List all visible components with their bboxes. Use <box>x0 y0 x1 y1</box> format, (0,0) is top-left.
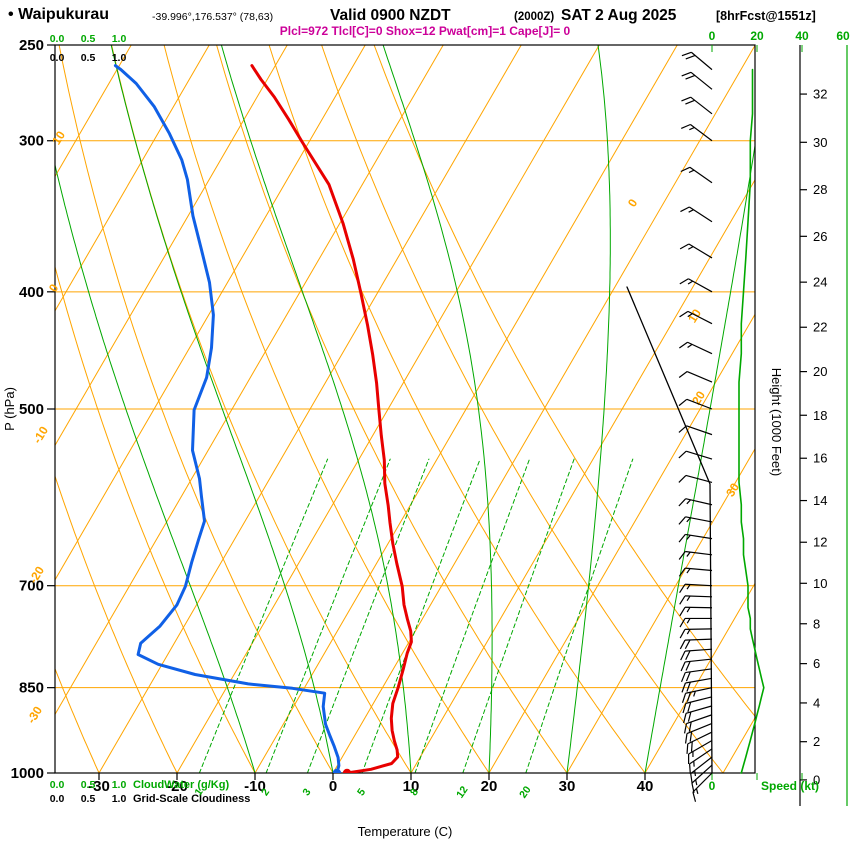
svg-text:22: 22 <box>813 320 827 335</box>
svg-text:400: 400 <box>19 284 44 301</box>
svg-text:2: 2 <box>813 734 820 749</box>
svg-text:P (hPa): P (hPa) <box>2 387 17 431</box>
svg-text:0.0: 0.0 <box>50 793 65 805</box>
svg-text:20: 20 <box>517 784 534 801</box>
svg-text:0: 0 <box>329 778 337 795</box>
temperature-curve <box>252 66 412 773</box>
svg-text:1.0: 1.0 <box>112 33 127 45</box>
svg-text:CloudWater (g/Kg): CloudWater (g/Kg) <box>133 779 229 791</box>
svg-text:20: 20 <box>813 364 827 379</box>
svg-text:-10: -10 <box>30 424 51 446</box>
svg-text:28: 28 <box>813 182 827 197</box>
svg-text:Temperature (C): Temperature (C) <box>358 824 453 839</box>
svg-text:32: 32 <box>813 87 827 102</box>
svg-text:250: 250 <box>19 37 44 54</box>
svg-text:0: 0 <box>625 196 641 209</box>
svg-text:0.0: 0.0 <box>50 33 65 45</box>
svg-text:40: 40 <box>637 778 654 795</box>
svg-text:5: 5 <box>355 786 368 798</box>
svg-text:10: 10 <box>49 128 68 147</box>
svg-text:18: 18 <box>813 408 827 423</box>
svg-text:14: 14 <box>813 493 827 508</box>
svg-text:0: 0 <box>709 779 716 793</box>
svg-text:300: 300 <box>19 133 44 150</box>
svg-text:10: 10 <box>685 306 704 325</box>
sounding-curves <box>115 66 411 778</box>
svg-text:24: 24 <box>813 275 827 290</box>
cloudwater-scale: 0.0 0.0 0.0 0.0 0.5 0.5 0.5 0.5 1.0 1.0 1.0 1.0 Clou… <box>50 33 251 805</box>
svg-text:10: 10 <box>813 576 827 591</box>
svg-text:0.5: 0.5 <box>81 793 96 805</box>
svg-text:12: 12 <box>813 535 827 550</box>
background-grid <box>0 45 850 773</box>
svg-text:20: 20 <box>481 778 498 795</box>
svg-text:1000: 1000 <box>11 765 44 782</box>
svg-text:0: 0 <box>709 29 716 43</box>
svg-text:40: 40 <box>795 29 809 43</box>
svg-text:26: 26 <box>813 229 827 244</box>
svg-text:30: 30 <box>559 778 576 795</box>
svg-text:-30: -30 <box>24 704 45 726</box>
svg-text:4: 4 <box>813 695 820 710</box>
svg-text:12: 12 <box>454 784 471 801</box>
svg-text:1.0: 1.0 <box>112 779 127 791</box>
svg-text:16: 16 <box>813 451 827 466</box>
svg-text:30: 30 <box>813 135 827 150</box>
svg-text:8: 8 <box>813 616 820 631</box>
svg-text:60: 60 <box>836 29 850 43</box>
svg-text:0.0: 0.0 <box>50 52 65 64</box>
mixing-ratio-lines <box>199 459 632 773</box>
svg-text:0.5: 0.5 <box>81 779 96 791</box>
svg-text:Speed (kt): Speed (kt) <box>761 779 819 793</box>
svg-text:1.0: 1.0 <box>112 793 127 805</box>
svg-text:1.0: 1.0 <box>112 52 127 64</box>
svg-text:20: 20 <box>750 29 764 43</box>
isobar-lines <box>55 141 755 773</box>
svg-text:Grid-Scale Cloudiness: Grid-Scale Cloudiness <box>133 793 250 805</box>
svg-text:500: 500 <box>19 401 44 418</box>
svg-text:6: 6 <box>813 656 820 671</box>
svg-text:Height (1000 Feet): Height (1000 Feet) <box>769 368 784 476</box>
speed-profile-curve <box>739 70 764 773</box>
svg-text:0.0: 0.0 <box>50 779 65 791</box>
dewpoint-curve <box>115 66 339 773</box>
svg-text:850: 850 <box>19 680 44 697</box>
svg-text:0.5: 0.5 <box>81 33 96 45</box>
svg-text:3: 3 <box>300 786 313 798</box>
svg-text:0.5: 0.5 <box>81 52 96 64</box>
